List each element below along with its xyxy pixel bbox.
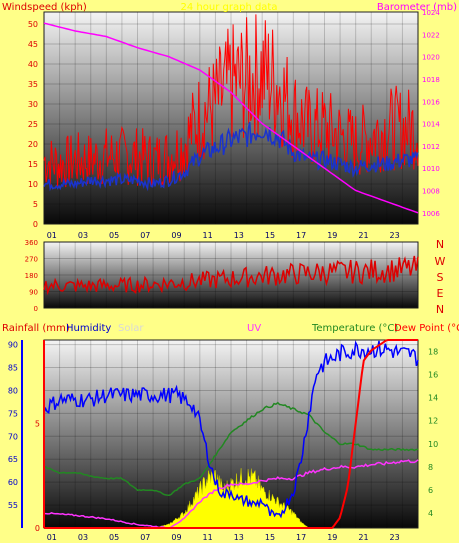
wind-tick-label: 15 xyxy=(28,160,38,169)
compass-e: E xyxy=(437,287,444,300)
x-tick-label: 07 xyxy=(140,533,150,542)
compass-s: S xyxy=(437,271,444,284)
wind-tick-label: 45 xyxy=(28,40,38,49)
x-tick-label: 15 xyxy=(265,533,275,542)
x-tick-label: 05 xyxy=(109,231,119,240)
wind-tick-label: 0 xyxy=(33,220,38,229)
baro-tick-label: 1012 xyxy=(422,143,440,151)
x-tick-label: 21 xyxy=(358,533,368,542)
x-tick-label: 09 xyxy=(171,231,181,240)
wind-tick-label: 5 xyxy=(33,200,38,209)
x-tick-label: 07 xyxy=(140,231,150,240)
tick-labels: 0510152025303540455010061008101010121014… xyxy=(8,9,441,542)
x-tick-label: 03 xyxy=(78,231,88,240)
x-tick-label: 13 xyxy=(234,533,244,542)
x-tick-label: 01 xyxy=(47,533,57,542)
chart-title: 24 hour graph data xyxy=(181,2,278,13)
baro-tick-label: 1020 xyxy=(422,54,440,62)
temperature-tick-label: 14 xyxy=(428,394,438,403)
compass-n-top: N xyxy=(436,238,444,251)
x-tick-label: 17 xyxy=(296,231,306,240)
humidity-tick-label: 60 xyxy=(8,478,18,487)
humidity-label: Humidity xyxy=(66,323,111,334)
temperature-tick-label: 6 xyxy=(428,486,433,495)
humidity-tick-label: 55 xyxy=(8,501,18,510)
windspeed-axis-label: Windspeed (kph) xyxy=(2,2,87,13)
wind-tick-label: 30 xyxy=(28,100,38,109)
humidity-tick-label: 85 xyxy=(8,364,18,373)
baro-tick-label: 1014 xyxy=(422,121,440,129)
x-tick-label: 11 xyxy=(203,533,213,542)
x-tick-label: 19 xyxy=(327,533,337,542)
wind-tick-label: 25 xyxy=(28,120,38,129)
compass-w: W xyxy=(435,255,446,268)
direction-tick-label: 90 xyxy=(29,289,38,297)
x-tick-label: 13 xyxy=(234,231,244,240)
rainfall-label: Rainfall (mm) xyxy=(2,323,70,334)
dewpoint-label: Dew Point (°C) xyxy=(394,323,459,334)
uv-line xyxy=(44,459,419,529)
x-tick-label: 05 xyxy=(109,533,119,542)
wind-tick-label: 35 xyxy=(28,80,38,89)
baro-tick-label: 1008 xyxy=(422,188,440,196)
temperature-tick-label: 4 xyxy=(428,509,433,518)
x-tick-label: 17 xyxy=(296,533,306,542)
baro-tick-label: 1010 xyxy=(422,165,440,173)
rain-tick-label: 5 xyxy=(35,420,40,429)
temperature-tick-label: 8 xyxy=(428,463,433,472)
x-tick-label: 11 xyxy=(203,231,213,240)
direction-tick-label: 180 xyxy=(25,272,38,280)
humidity-tick-label: 80 xyxy=(8,386,18,395)
humidity-line xyxy=(43,340,419,519)
wind-tick-label: 10 xyxy=(28,180,38,189)
barometer-axis-label: Barometer (mb) xyxy=(377,2,457,13)
x-tick-label: 23 xyxy=(390,231,400,240)
baro-tick-label: 1022 xyxy=(422,31,440,39)
baro-tick-label: 1006 xyxy=(422,210,440,218)
x-tick-label: 01 xyxy=(47,231,57,240)
rain-tick-label: 0 xyxy=(35,524,40,533)
wind-tick-label: 50 xyxy=(28,20,38,29)
temperature-line xyxy=(43,401,419,496)
direction-tick-label: 0 xyxy=(34,305,38,313)
temperature-tick-label: 12 xyxy=(428,417,438,426)
compass-n-bottom: N xyxy=(436,303,444,316)
x-tick-label: 21 xyxy=(358,231,368,240)
baro-tick-label: 1016 xyxy=(422,98,440,106)
x-tick-label: 03 xyxy=(78,533,88,542)
direction-plot-area xyxy=(43,241,419,309)
series-marks xyxy=(43,14,419,529)
wind-tick-label: 40 xyxy=(28,60,38,69)
bottom-plot-area xyxy=(43,339,419,529)
humidity-tick-label: 75 xyxy=(8,409,18,418)
humidity-tick-label: 65 xyxy=(8,455,18,464)
wind-average-line xyxy=(43,122,419,192)
wind-direction-line xyxy=(43,255,419,296)
uv-label: UV xyxy=(247,323,261,334)
baro-tick-label: 1018 xyxy=(422,76,440,84)
barometer-line xyxy=(43,22,419,214)
humidity-tick-label: 90 xyxy=(8,341,18,350)
solar-label: Solar xyxy=(118,323,144,334)
x-tick-label: 09 xyxy=(171,533,181,542)
rainfall-line xyxy=(44,339,418,529)
temperature-tick-label: 10 xyxy=(428,440,438,449)
temperature-tick-label: 16 xyxy=(428,371,438,380)
baro-tick-label: 1024 xyxy=(422,9,440,17)
x-tick-label: 19 xyxy=(327,231,337,240)
direction-tick-label: 270 xyxy=(25,256,38,264)
x-tick-label: 15 xyxy=(265,231,275,240)
direction-tick-label: 360 xyxy=(25,239,38,247)
temperature-tick-label: 18 xyxy=(428,348,438,357)
temperature-label: Temperature (°C) xyxy=(311,323,398,334)
humidity-tick-label: 70 xyxy=(8,432,18,441)
wind-tick-label: 20 xyxy=(28,140,38,149)
x-tick-label: 23 xyxy=(390,533,400,542)
